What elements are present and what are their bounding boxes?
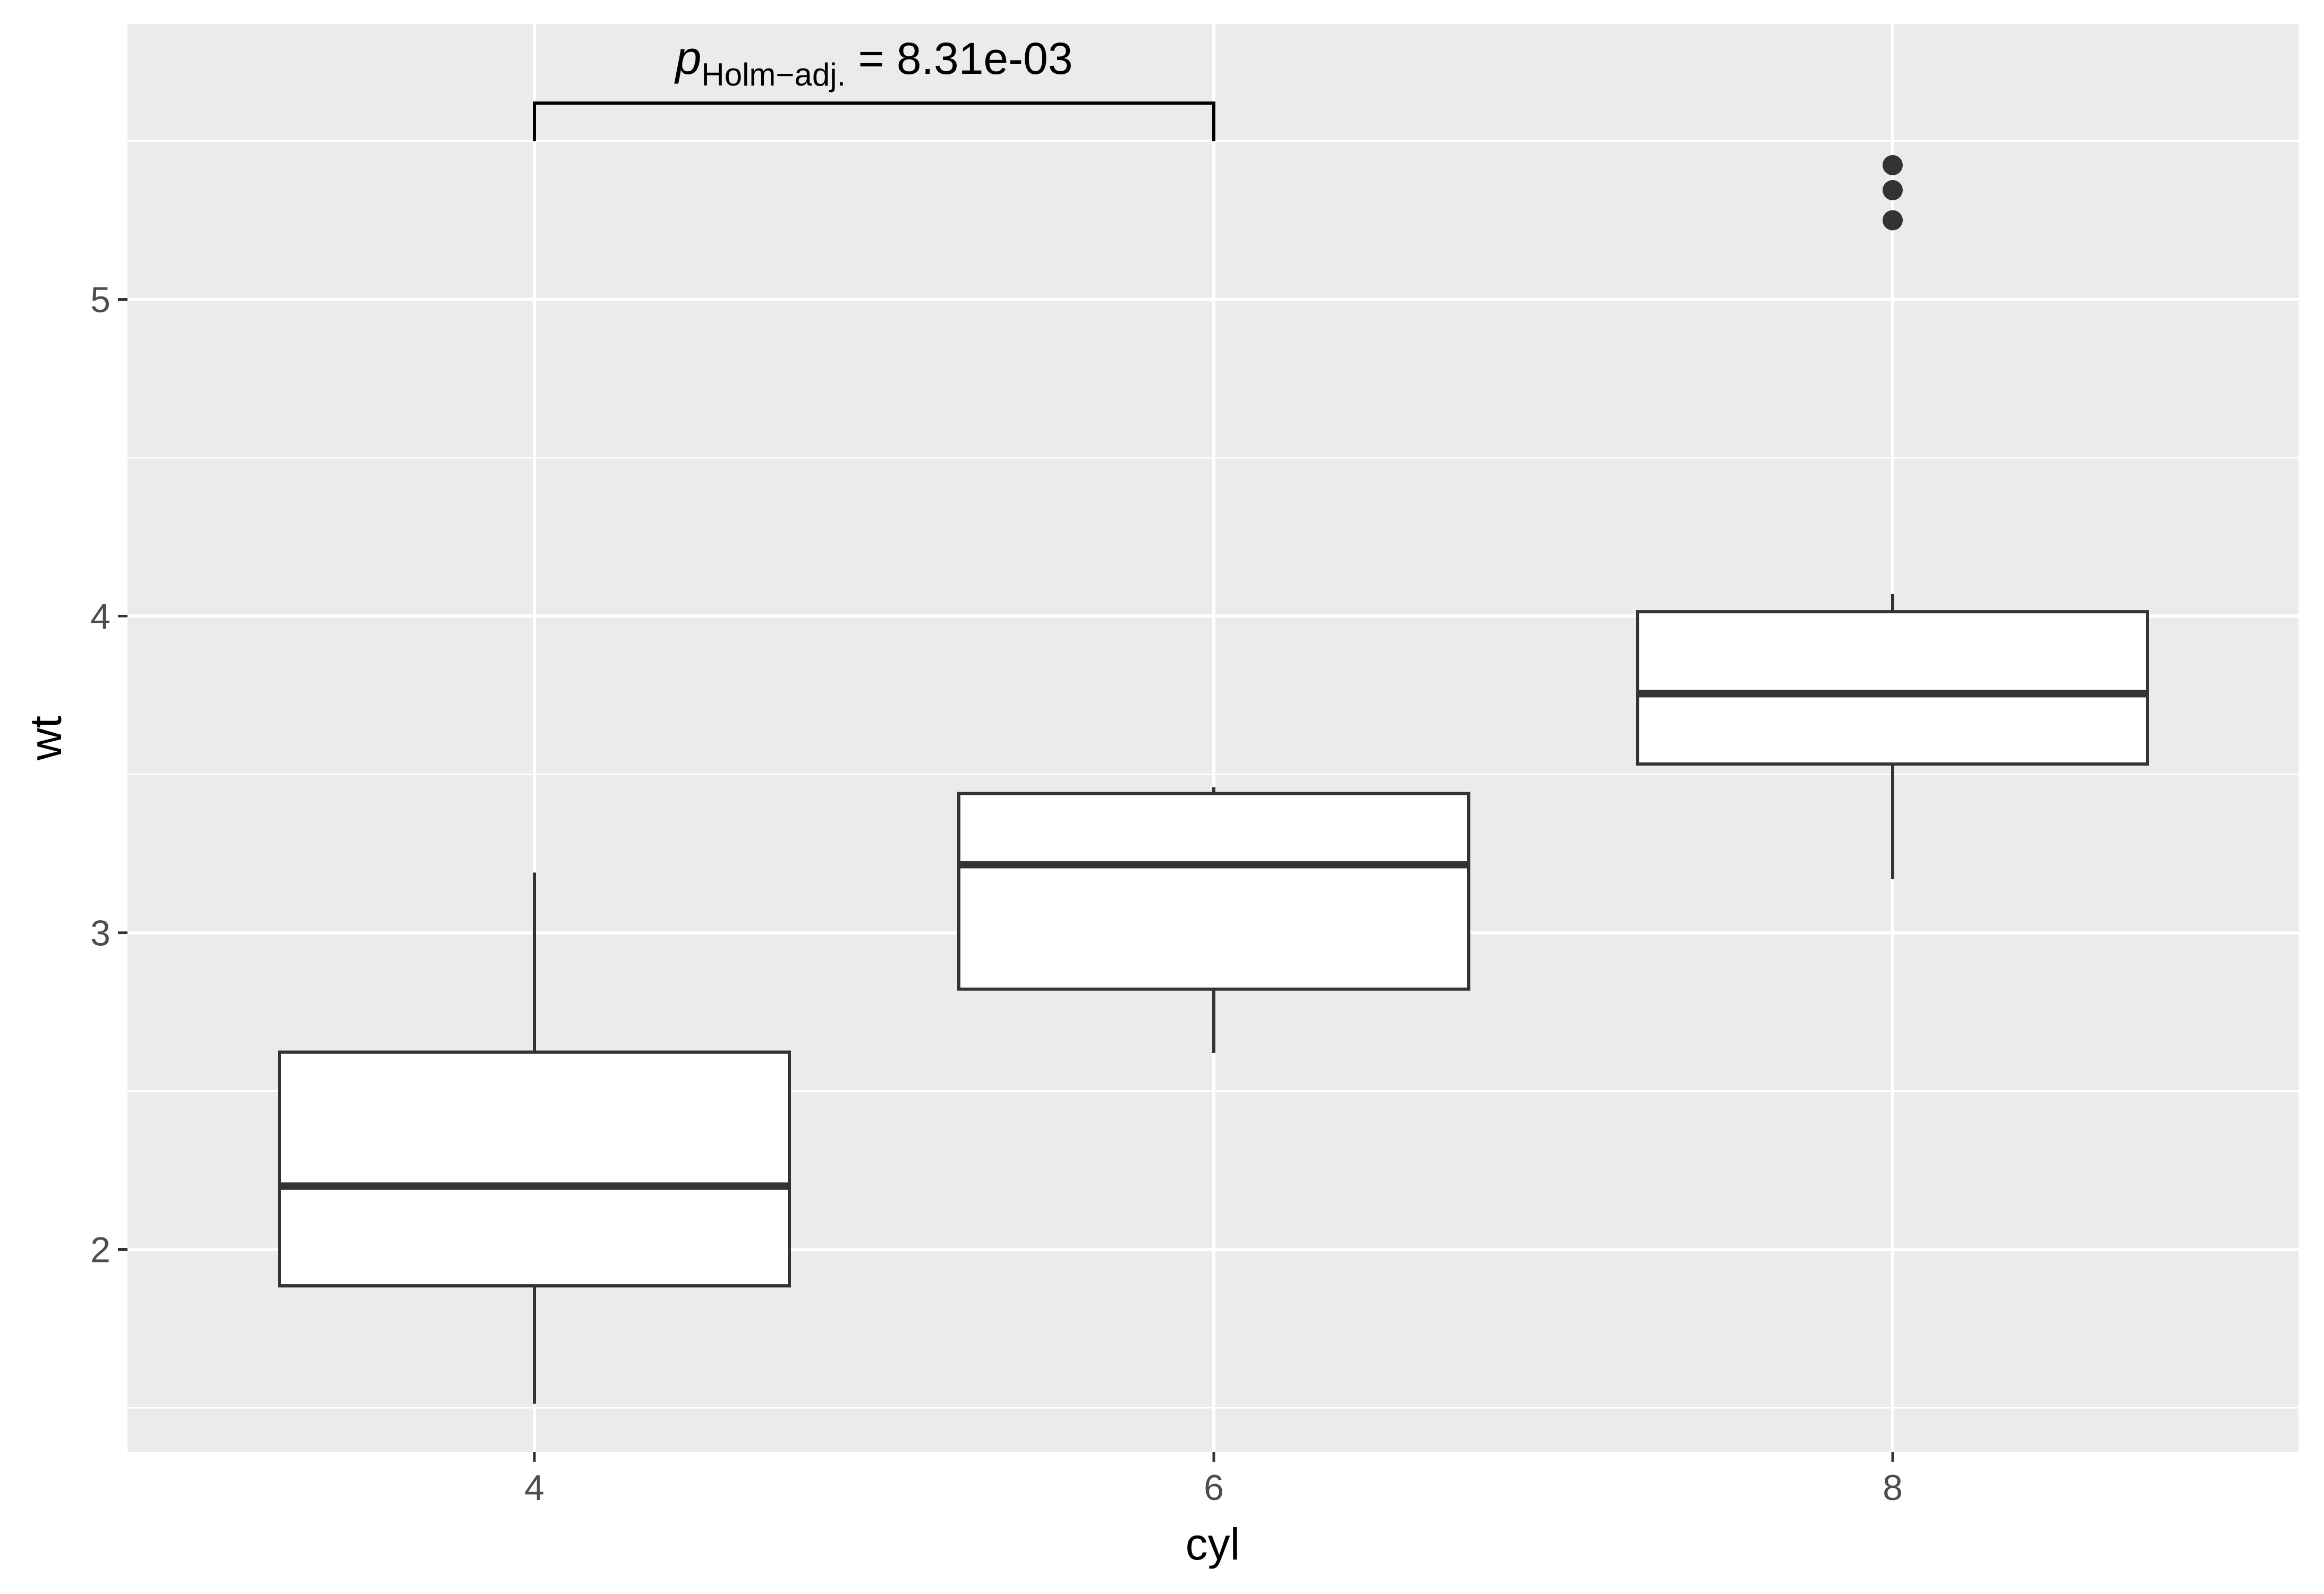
y-axis: 2 3 4 5	[90, 280, 127, 1270]
y-tick-label: 2	[90, 1230, 110, 1270]
box-iqr	[1636, 610, 2149, 766]
y-tick-label: 4	[90, 597, 110, 637]
x-axis: 4 6 8	[524, 1452, 1903, 1508]
box-6	[957, 787, 1470, 1054]
significance-bracket: pHolm−adj. = 8.31e-03	[533, 31, 1215, 141]
box-4	[278, 872, 791, 1404]
y-axis-title: wt	[21, 716, 71, 761]
label-subscript: Holm−adj.	[701, 57, 846, 92]
box-iqr	[278, 1050, 791, 1288]
outlier-point	[1883, 155, 1903, 175]
outlier-point	[1883, 180, 1903, 200]
x-tick-label: 4	[524, 1468, 544, 1508]
x-tick-label: 8	[1883, 1468, 1903, 1508]
y-tick-label: 3	[90, 913, 110, 954]
x-tick-label: 6	[1204, 1468, 1224, 1508]
label-value: = 8.31e-03	[846, 33, 1072, 83]
outlier-point	[1883, 210, 1903, 231]
annotations: pHolm−adj. = 8.31e-03	[533, 31, 1215, 141]
box-8	[1636, 155, 2149, 879]
box-iqr	[957, 792, 1470, 991]
bracket-label: pHolm−adj. = 8.31e-03	[674, 31, 1072, 92]
bracket-line	[533, 101, 1215, 141]
label-p: p	[674, 31, 701, 84]
y-tick-label: 5	[90, 280, 110, 320]
x-axis-title: cyl	[1186, 1519, 1240, 1569]
boxes	[278, 155, 2149, 1404]
